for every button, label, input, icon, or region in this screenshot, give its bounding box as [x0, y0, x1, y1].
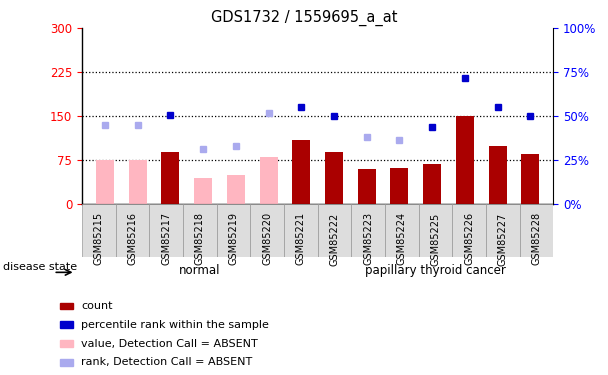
Bar: [150, 204, 183, 257]
Text: GSM85221: GSM85221: [296, 212, 306, 266]
Text: GSM85226: GSM85226: [464, 212, 474, 266]
Text: GSM85227: GSM85227: [498, 212, 508, 266]
Bar: [250, 204, 284, 257]
Bar: [227, 175, 245, 204]
Text: GSM85224: GSM85224: [397, 212, 407, 266]
Bar: [317, 204, 351, 257]
Bar: [194, 178, 212, 204]
Bar: [351, 204, 385, 257]
Text: normal: normal: [179, 264, 221, 278]
Bar: [60, 340, 74, 347]
Text: GSM85223: GSM85223: [363, 212, 373, 266]
Bar: [522, 154, 539, 204]
Text: value, Detection Call = ABSENT: value, Detection Call = ABSENT: [81, 339, 258, 348]
Bar: [423, 164, 441, 204]
Text: GSM85217: GSM85217: [161, 212, 171, 266]
Text: GSM85222: GSM85222: [330, 212, 339, 266]
Text: GDS1732 / 1559695_a_at: GDS1732 / 1559695_a_at: [211, 9, 397, 26]
Text: GSM85219: GSM85219: [229, 212, 238, 265]
Bar: [486, 204, 520, 257]
Text: GSM85216: GSM85216: [128, 212, 137, 265]
Bar: [129, 160, 147, 204]
Bar: [116, 204, 150, 257]
Text: count: count: [81, 301, 113, 311]
Bar: [325, 152, 343, 204]
Bar: [489, 146, 506, 204]
Bar: [284, 204, 317, 257]
Text: GSM85220: GSM85220: [262, 212, 272, 266]
Bar: [292, 140, 310, 204]
Bar: [60, 303, 74, 309]
Text: GSM85225: GSM85225: [430, 212, 440, 266]
Bar: [60, 359, 74, 366]
Bar: [390, 168, 409, 204]
Text: percentile rank within the sample: percentile rank within the sample: [81, 320, 269, 330]
Bar: [419, 204, 452, 257]
Bar: [385, 204, 419, 257]
Bar: [216, 204, 250, 257]
Bar: [82, 204, 116, 257]
Bar: [452, 204, 486, 257]
Text: GSM85218: GSM85218: [195, 212, 205, 265]
Bar: [520, 204, 553, 257]
Bar: [60, 321, 74, 328]
Text: GSM85215: GSM85215: [94, 212, 104, 266]
Bar: [183, 204, 216, 257]
Bar: [260, 158, 278, 204]
Text: disease state: disease state: [3, 262, 77, 272]
Text: papillary thyroid cancer: papillary thyroid cancer: [365, 264, 506, 278]
Text: GSM85228: GSM85228: [531, 212, 542, 266]
Bar: [162, 152, 179, 204]
Bar: [96, 160, 114, 204]
Bar: [358, 169, 376, 204]
Bar: [456, 116, 474, 204]
Text: rank, Detection Call = ABSENT: rank, Detection Call = ABSENT: [81, 357, 253, 367]
